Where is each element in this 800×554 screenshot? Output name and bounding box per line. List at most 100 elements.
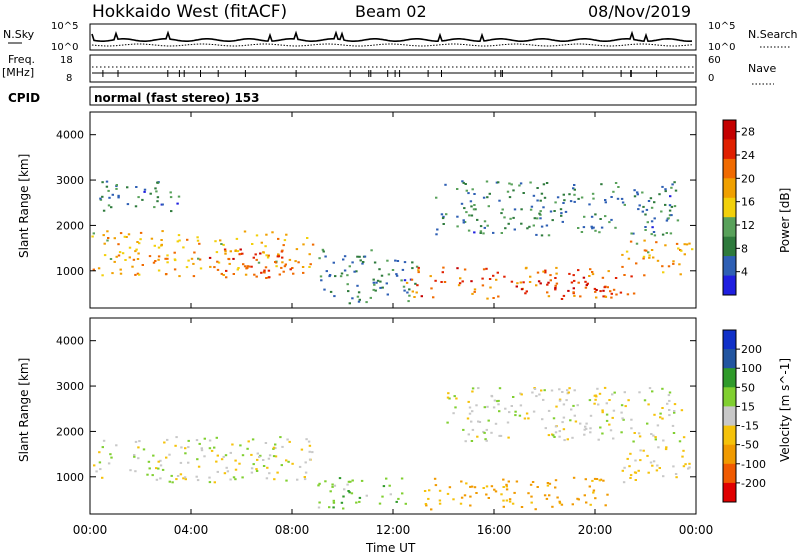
range-gate-cell [528,281,532,283]
range-gate-cell [653,413,656,416]
range-gate-cell [623,274,626,276]
range-gate-cell [561,391,564,393]
range-gate-cell [475,492,478,494]
range-gate-cell [227,257,230,260]
frequency-tick-top: 18 [60,55,73,66]
power-colorbar: 28 24 20 16 12 8 4 Power [dB] [722,119,792,296]
range-gate-cell [567,289,570,292]
range-gate-cell [192,275,196,278]
range-gate-cell [157,269,161,272]
range-gate-cell [435,196,438,199]
range-gate-cell [676,219,680,222]
range-gate-cell [602,289,605,292]
range-gate-cell [483,431,486,434]
range-gate-cell [372,281,375,284]
range-gate-cell [531,481,535,483]
range-gate-cell [584,280,587,283]
range-gate-cell [275,260,278,263]
range-gate-cell [258,455,261,458]
range-gate-cell [674,189,678,192]
range-gate-cell [547,434,551,437]
range-gate-cell [434,484,438,487]
range-gate-cell [563,439,566,442]
range-gate-cell [360,479,364,482]
range-gate-cell [232,257,235,260]
range-gate-cell [153,206,156,209]
range-gate-cell [647,471,650,474]
y-tick-label: 4000 [56,129,84,142]
range-gate-cell [274,455,278,458]
range-gate-cell [357,291,361,294]
x-tick-label: 16:00 [477,523,512,537]
range-gate-cell [672,262,675,265]
range-gate-cell [647,251,650,254]
range-gate-cell [558,399,562,402]
range-gate-cell [262,251,265,254]
range-gate-cell [232,273,235,275]
power-y-axis: 4000 3000 2000 1000 [56,129,696,278]
range-gate-cell [234,468,238,471]
range-gate-cell [593,477,597,480]
range-gate-cell [487,497,490,499]
range-gate-cell [239,253,242,255]
range-gate-cell [603,286,606,289]
range-gate-cell [303,476,306,478]
range-gate-cell [387,273,391,276]
range-gate-cell [356,295,360,298]
range-gate-cell [328,274,332,276]
range-gate-cell [664,188,667,191]
range-gate-cell [594,398,597,401]
range-gate-cell [467,192,470,195]
range-gate-cell [433,477,437,480]
range-gate-cell [677,247,680,250]
range-gate-cell [267,254,270,257]
range-gate-cell [502,505,505,508]
power-colorbar-swatch [723,256,736,276]
range-gate-cell [174,444,177,447]
range-gate-cell [485,493,488,496]
range-gate-cell [573,188,576,191]
range-gate-cell [489,286,492,289]
range-gate-cell [526,227,529,230]
range-gate-cell [458,282,462,285]
range-gate-cell [465,189,468,192]
range-gate-cell [196,458,199,461]
range-gate-cell [488,278,492,280]
range-gate-cell [595,478,599,480]
range-gate-cell [466,417,470,420]
range-gate-cell [483,406,486,409]
range-gate-cell [510,405,513,407]
range-gate-cell [605,419,609,422]
range-gate-cell [614,226,617,229]
range-gate-cell [573,193,576,196]
frequency-panel-frame [89,54,697,83]
range-gate-cell [567,391,570,394]
range-gate-cell [177,234,181,237]
range-gate-cell [486,196,489,199]
range-gate-cell [268,472,271,475]
velocity-colorbar: 200 100 50 15 -15 -50 -100 -200 Velocity [m s^-… [722,329,792,503]
range-gate-cell [197,465,201,468]
range-gate-cell [281,261,284,264]
range-gate-cell [420,295,423,298]
range-gate-cell [632,232,635,235]
range-gate-cell [471,410,474,413]
range-gate-cell [593,287,597,290]
range-gate-cell [388,484,391,487]
range-gate-cell [107,189,110,192]
range-gate-cell [126,186,129,189]
range-gate-cell [428,489,431,492]
range-gate-cell [277,255,281,258]
range-gate-cell [551,505,554,508]
range-gate-cell [213,446,216,449]
range-gate-cell [558,500,561,503]
range-gate-cell [277,253,280,256]
range-gate-cell [501,208,504,211]
range-gate-cell [445,213,448,216]
range-gate-cell [168,453,171,456]
range-gate-cell [605,413,609,416]
range-gate-cell [665,446,668,449]
range-gate-cell [197,257,200,260]
range-gate-cell [608,221,611,224]
range-gate-cell [200,447,203,450]
